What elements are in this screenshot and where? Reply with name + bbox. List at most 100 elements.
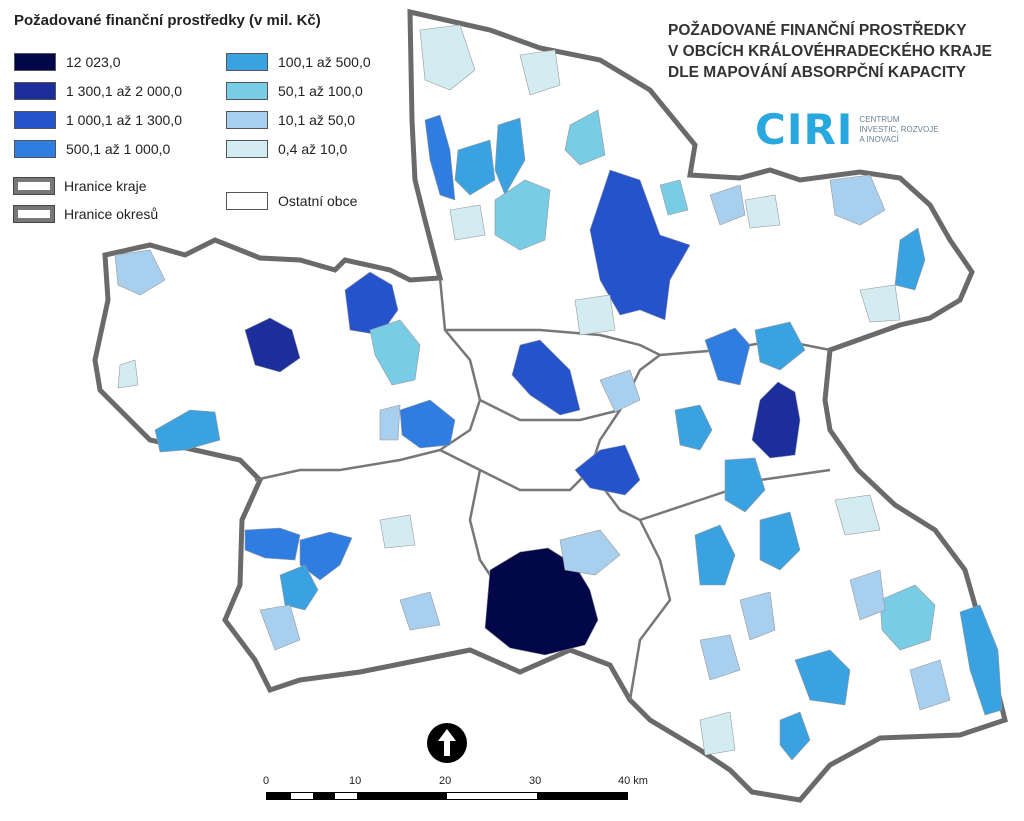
municipality-100-500 [494,117,526,196]
municipality-100-500 [894,227,926,291]
legend-title: Požadované finanční prostředky (v mil. K… [14,12,321,29]
legend-column-right: 100,1 až 500,0 50,1 až 100,0 10,1 až 50,0 0… [226,47,371,163]
municipality-50-100 [369,319,421,386]
municipality-100-500 [674,404,713,451]
district-boundary-swatch [14,206,54,222]
map-title-line2: V OBCÍCH KRÁLOVÉHRADECKÉHO KRAJE [668,43,992,60]
municipality-1000-1300 [589,169,691,321]
legend-swatch [226,81,268,100]
municipality-10-50 [739,591,776,641]
municipality-1300-2000 [244,317,301,373]
legend-class-7: 0,4 až 10,0 [226,134,371,163]
municipality-0-10 [419,24,476,91]
legend-other-label: Ostatní obce [278,193,358,209]
region-boundary-swatch [14,178,54,194]
legend-swatch [226,52,268,71]
map-title: POŽADOVANÉ FINANČNÍ PROSTŘEDKY V OBCÍCH … [668,20,992,83]
logo-mark: CIRI [755,105,854,154]
municipality-12023 [484,547,599,656]
legend-swatch [14,110,56,129]
municipality-100-500 [659,179,689,216]
municipality-100-500 [779,711,811,761]
legend-class-label: 100,1 až 500,0 [278,53,371,70]
legend-class-4: 100,1 až 500,0 [226,47,371,76]
ciri-logo: CIRI CENTRUM INVESTIC, ROZVOJE A INOVACÍ [755,105,939,154]
scale-bar [266,792,628,800]
legend-swatch [14,139,56,158]
legend-district-boundary-label: Hranice okresů [64,206,159,222]
municipality-10-50 [259,604,301,651]
municipality-500-1000 [399,399,456,449]
municipality-0-10 [744,194,781,229]
municipality-500-1000 [299,531,353,581]
municipality-0-10 [117,359,139,389]
legend-class-label: 12 023,0 [66,53,121,70]
legend-other-municipalities: Ostatní obce [226,192,357,210]
scale-tick-label: 0 [263,775,270,787]
municipality-1000-1300 [511,339,581,416]
legend-class-label: 50,1 až 100,0 [278,82,363,99]
legend-swatch [14,52,56,71]
municipality-0-10 [379,514,416,549]
municipality-500-1000 [704,327,751,386]
municipality-0-10 [859,284,901,323]
municipality-10-50 [559,529,621,576]
municipality-50-100 [879,584,936,651]
legend-swatch [226,139,268,158]
municipality-50-100 [494,179,551,251]
municipality-100-500 [759,511,801,571]
logo-sub-line2: INVESTIC, ROZVOJE [859,124,939,134]
municipality-10-50 [909,659,951,711]
municipality-10-50 [379,404,401,441]
legend-district-boundary: Hranice okresů [14,206,158,222]
municipality-100-500 [279,564,319,611]
municipality-100-500 [454,139,496,196]
logo-sub-line3: A INOVACÍ [859,134,899,144]
municipality-100-500 [154,409,221,453]
municipality-10-50 [709,184,746,226]
municipality-10-50 [114,249,166,296]
map-title-line3: DLE MAPOVÁNÍ ABSORPČNÍ KAPACITY [668,64,966,81]
municipality-100-500 [754,321,806,371]
municipality-0-10 [449,204,486,241]
scale-tick-label: 10 [349,775,362,787]
legend-class-5: 50,1 až 100,0 [226,76,371,105]
municipality-500-1000 [244,527,301,561]
legend-class-label: 0,4 až 10,0 [278,140,348,157]
legend-class-label: 1 000,1 až 1 300,0 [66,111,182,128]
municipality-0-10 [519,49,561,96]
other-municipalities-swatch [226,192,268,210]
municipality-100-500 [724,457,766,513]
scale-tick-label: 20 [439,775,452,787]
municipality-10-50 [829,174,886,226]
municipality-10-50 [599,369,641,413]
legend-class-2: 1 000,1 až 1 300,0 [14,105,182,134]
municipality-10-50 [699,634,741,681]
municipality-0-10 [574,294,616,336]
municipality-1000-1300 [574,444,641,496]
legend-swatch [226,110,268,129]
municipality-10-50 [849,569,886,621]
legend-class-3: 500,1 až 1 000,0 [14,134,182,163]
municipality-100-500 [694,524,736,586]
legend-region-boundary-label: Hranice kraje [64,178,147,194]
legend-class-label: 500,1 až 1 000,0 [66,140,171,157]
legend-class-6: 10,1 až 50,0 [226,105,371,134]
municipality-fills [114,24,1003,761]
legend-column-left: 12 023,0 1 300,1 až 2 000,0 1 000,1 až 1 3… [14,47,182,163]
municipality-50-100 [564,109,606,166]
municipality-10-50 [399,591,441,631]
municipality-500-1000 [424,114,456,201]
municipality-100-500 [794,649,851,706]
legend-region-boundary: Hranice kraje [14,178,146,194]
scale-tick-label: 30 [529,775,542,787]
municipality-1300-2000 [751,381,801,459]
municipality-0-10 [699,711,736,756]
logo-sub-line1: CENTRUM [859,114,900,124]
legend-class-1: 1 300,1 až 2 000,0 [14,76,182,105]
legend-class-0: 12 023,0 [14,47,182,76]
map-title-line1: POŽADOVANÉ FINANČNÍ PROSTŘEDKY [668,22,967,39]
legend-class-label: 10,1 až 50,0 [278,111,356,128]
municipality-0-10 [834,494,881,536]
